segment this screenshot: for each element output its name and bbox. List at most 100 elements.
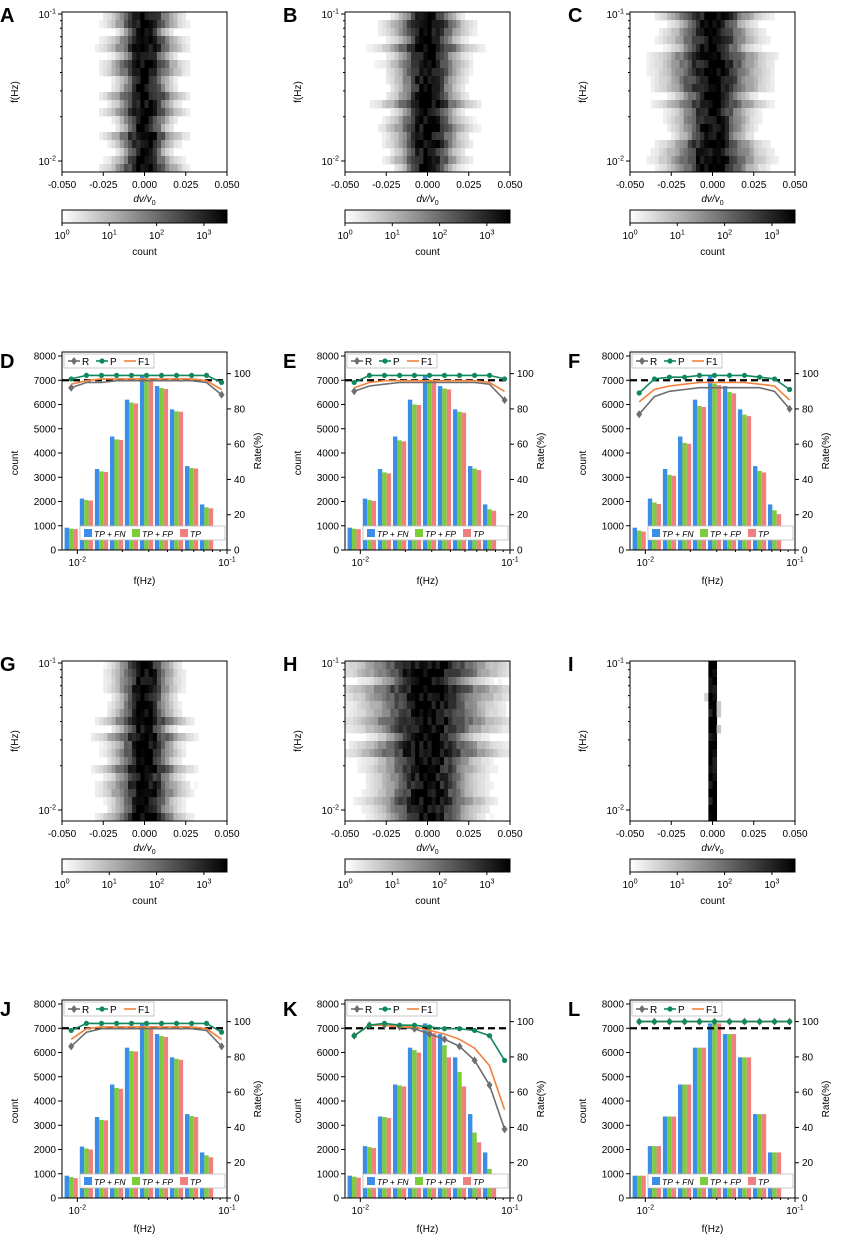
heatmap-cell: [452, 773, 457, 782]
rate-marker-r: [636, 410, 643, 419]
heatmap-cell: [712, 84, 718, 93]
heatmap-cell: [708, 100, 713, 109]
heatmap-cell: [386, 36, 391, 45]
heatmap-cell: [427, 693, 433, 702]
heatmap-cell: [419, 709, 424, 718]
heatmap-cell: [115, 84, 121, 93]
heatmap-cell: [390, 693, 395, 702]
heatmap-cell: [423, 813, 428, 822]
heatmap-cell: [435, 733, 441, 742]
heatmap-cell: [402, 52, 408, 61]
heatmap-cell: [394, 36, 400, 45]
heatmap-cell: [152, 100, 158, 109]
heatmap-cell: [485, 709, 490, 718]
heatmap-cell: [132, 773, 137, 782]
heatmap-cell: [132, 813, 137, 822]
heatmap-cell: [136, 709, 141, 718]
heatmap-cell: [439, 116, 445, 125]
y-tick-label-left: 8000: [602, 352, 625, 363]
heatmap-cell: [712, 132, 718, 141]
heatmap-cell: [435, 701, 441, 710]
heatmap-cell: [169, 701, 174, 710]
x-tick-label: 10-1: [218, 1203, 236, 1218]
heatmap-cell: [675, 140, 680, 149]
heatmap-cell: [419, 805, 424, 814]
heatmap-cell: [123, 813, 129, 822]
heatmap-cell: [444, 805, 449, 814]
heatmap-cell: [156, 52, 162, 61]
y-axis-label-right: Rate(%): [536, 1081, 547, 1118]
heatmap-cell: [140, 741, 145, 750]
plot-frame: [344, 351, 511, 551]
rate-marker-p: [426, 1024, 433, 1030]
heatmap-cell: [439, 36, 445, 45]
heatmap-cell: [431, 677, 437, 686]
heatmap-cell: [712, 28, 718, 37]
heatmap-cell: [724, 12, 730, 21]
heatmap-cell: [189, 813, 195, 822]
bar-tp-fp: [697, 405, 702, 550]
rate-marker-p: [756, 374, 763, 380]
legend-bottom-swatch: [180, 529, 188, 537]
heatmap-cell: [415, 140, 420, 149]
heatmap-cell: [152, 749, 158, 758]
heatmap-cell: [468, 140, 474, 149]
heatmap-cell: [712, 92, 718, 101]
rate-marker-p: [711, 372, 718, 378]
x-axis-label: f(Hz): [134, 1224, 156, 1235]
heatmap-cell: [456, 797, 461, 806]
y-axis-label-left: count: [10, 1099, 21, 1124]
heatmap-cell: [427, 148, 433, 157]
heatmap-cell: [757, 108, 763, 117]
y-axis-label-left: count: [578, 1099, 589, 1124]
heatmap-cell: [415, 164, 420, 173]
heatmap-cell: [386, 725, 391, 734]
heatmap-cell: [667, 60, 672, 69]
rate-marker-p: [68, 1027, 74, 1034]
heatmap-cell: [365, 717, 371, 726]
bar-tp-fp: [636, 530, 642, 550]
bar-tp: [193, 468, 199, 550]
heatmap-cell: [111, 797, 117, 806]
rate-marker-p: [83, 1020, 90, 1026]
heatmap-cell: [136, 12, 141, 21]
heatmap-cell: [646, 156, 652, 165]
heatmap-cell: [456, 12, 461, 21]
heatmap-cell: [708, 781, 713, 790]
heatmap-cell: [741, 52, 746, 61]
heatmap-cell: [415, 60, 420, 69]
heatmap-cell: [468, 52, 474, 61]
heatmap-cell: [757, 52, 763, 61]
heatmap-cell: [161, 669, 166, 678]
heatmap-cell: [745, 108, 751, 117]
heatmap-cell: [667, 116, 672, 125]
heatmap-cell: [431, 741, 437, 750]
heatmap-cell: [658, 60, 664, 69]
heatmap-cell: [419, 757, 424, 766]
colorbar-tick-label-exp: 3: [490, 228, 494, 237]
heatmap-cell: [431, 44, 437, 53]
heatmap-cell: [427, 749, 433, 758]
heatmap-cell: [712, 709, 718, 718]
heatmap-cell: [460, 92, 466, 101]
heatmap-cell: [136, 781, 141, 790]
heatmap-cell: [394, 12, 400, 21]
heatmap-cell: [687, 116, 693, 125]
heatmap-cell: [136, 661, 141, 670]
panel-A: A-0.050 -0.025 0.000 0.025 0.050dv/v010-110-…: [0, 5, 240, 258]
heatmap-cell: [119, 733, 125, 742]
heatmap-cell: [745, 148, 751, 157]
heatmap-cell: [468, 757, 474, 766]
x-tick-label-exp: -1: [797, 1203, 803, 1212]
colorbar-tick-label-base: 10: [54, 880, 66, 891]
heatmap-cell: [394, 677, 400, 686]
heatmap-cell: [365, 669, 371, 678]
heatmap-cell: [136, 132, 141, 141]
legend-top-label: R: [82, 1005, 89, 1016]
heatmap-cell: [185, 733, 191, 742]
bar-tp-fp: [442, 1045, 447, 1198]
heatmap-cell: [419, 148, 424, 157]
legend-bottom-label: TP + FP: [142, 1177, 173, 1187]
heatmap-cell: [378, 28, 383, 37]
heatmap-cell: [169, 156, 174, 165]
